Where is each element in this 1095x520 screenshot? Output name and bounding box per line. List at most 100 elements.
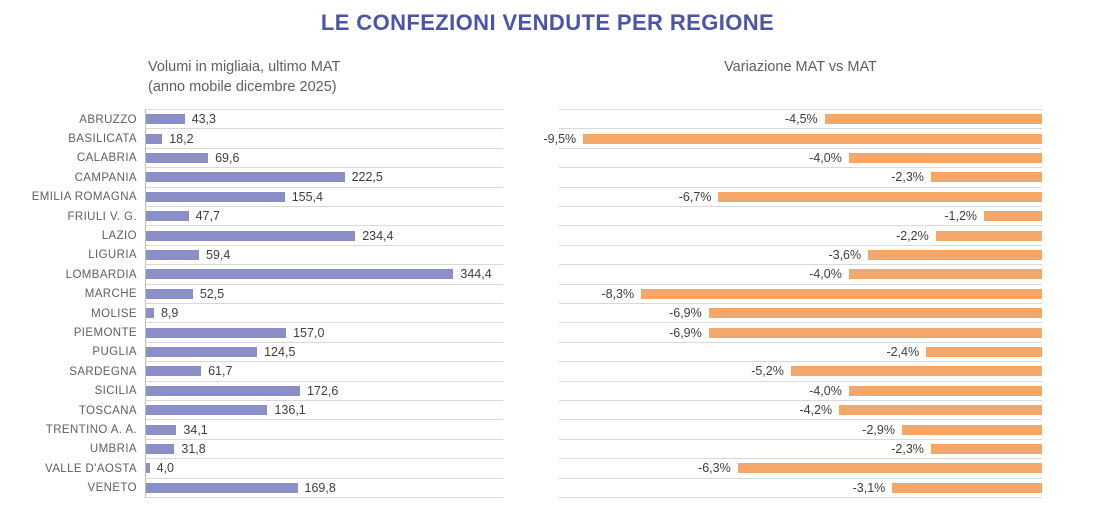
variation-bar-row: -1,2% — [559, 207, 1042, 227]
variation-bar — [824, 114, 1042, 125]
variation-bar — [839, 405, 1042, 416]
region-axis-labels: ABRUZZO BASILICATA CALABRIA CAMPANIA EMILIA … — [0, 109, 145, 498]
variation-bar — [984, 211, 1042, 222]
volume-bar-row: 136,1 — [146, 401, 503, 421]
volume-value-label: 157,0 — [293, 325, 325, 340]
volume-bar-row: 34,1 — [146, 420, 503, 440]
variation-bar-row: -6,9% — [559, 304, 1042, 324]
volume-bar-row: 31,8 — [146, 440, 503, 460]
volume-bar — [146, 346, 258, 357]
variation-bar-row: -2,4% — [559, 343, 1042, 363]
volume-value-label: 234,4 — [362, 228, 394, 243]
volume-bar-row: 43,3 — [146, 110, 503, 130]
variation-value-label: -5,2% — [751, 364, 784, 379]
variation-value-label: -6,7% — [678, 189, 712, 204]
variation-bar-row: -4,0% — [559, 265, 1042, 285]
volume-bar — [146, 191, 285, 202]
variation-value-label: -4,2% — [799, 403, 833, 418]
variation-bar-row: -9,5% — [544, 129, 1042, 149]
region-label: FRIULI V. G. — [67, 210, 137, 223]
variation-bar-row: -5,2% — [559, 362, 1042, 382]
variation-bar-row: -3,1% — [559, 479, 1042, 498]
variation-bar-row: -6,3% — [559, 459, 1042, 479]
volume-bar-row: 8,9 — [146, 304, 503, 324]
volume-value-label: 69,6 — [215, 150, 240, 165]
region-label: BASILICATA — [68, 133, 137, 146]
variation-bar — [708, 327, 1042, 338]
variation-value-label: -4,0% — [809, 267, 842, 282]
region-label: TOSCANA — [78, 404, 137, 417]
variation-value-label: -2,9% — [862, 422, 895, 437]
variation-value-label: -3,1% — [852, 480, 886, 495]
region-label: LAZIO — [101, 230, 137, 243]
volume-bar-row: 61,7 — [146, 362, 503, 382]
volume-bar-row: 59,4 — [146, 246, 503, 266]
volume-bar-row: 344,4 — [146, 265, 503, 285]
variation-bar-row: -4,5% — [559, 110, 1042, 130]
region-label: LOMBARDIA — [65, 268, 137, 281]
volume-bar-row: 124,5 — [146, 343, 503, 363]
volume-value-label: 155,4 — [291, 189, 323, 204]
region-label: VENETO — [87, 482, 137, 495]
volume-value-label: 8,9 — [160, 306, 179, 321]
volume-bar — [146, 133, 163, 144]
variation-bar — [641, 288, 1042, 299]
variation-value-label: -4,0% — [809, 383, 842, 398]
variation-bar-row: -6,7% — [559, 188, 1042, 207]
variation-bar — [790, 366, 1042, 377]
variation-bar — [848, 269, 1042, 280]
region-label: VALLE D'AOSTA — [45, 462, 137, 475]
volume-chart-subtitle-line2: (anno mobile dicembre 2025) — [148, 79, 337, 95]
variation-value-label: -2,3% — [891, 170, 924, 185]
variation-bar — [848, 152, 1042, 163]
variation-bar-row: -2,3% — [559, 440, 1042, 460]
volume-chart-subtitle-line1: Volumi in migliaia, ultimo MAT — [148, 59, 341, 75]
region-label: PIEMONTE — [73, 327, 137, 340]
region-label: UMBRIA — [89, 443, 137, 456]
volume-value-label: 31,8 — [181, 441, 206, 456]
volume-value-label: 222,5 — [351, 170, 383, 185]
volume-value-label: 136,1 — [274, 403, 306, 418]
volume-value-label: 124,5 — [264, 344, 296, 359]
region-label: CALABRIA — [76, 152, 137, 165]
variation-bar — [901, 424, 1042, 435]
volume-value-label: 344,4 — [460, 267, 492, 282]
volume-bar-row: 18,2 — [146, 129, 503, 149]
variation-bar-row: -6,9% — [559, 323, 1042, 343]
variation-value-label: -6,3% — [698, 461, 731, 476]
variation-bar — [868, 249, 1042, 260]
volume-bar — [146, 424, 177, 435]
region-label: MARCHE — [84, 288, 137, 301]
volume-value-label: 52,5 — [199, 286, 225, 301]
region-label: SARDEGNA — [69, 365, 137, 378]
volume-value-label: 172,6 — [307, 383, 339, 398]
volume-bar — [146, 288, 193, 299]
variation-bar — [737, 463, 1042, 474]
variation-bar — [926, 346, 1042, 357]
variation-bar-row: -2,3% — [559, 168, 1042, 188]
volume-bar-row: 4,0 — [146, 459, 503, 479]
volume-bar-row: 69,6 — [146, 149, 503, 169]
variation-bar — [892, 482, 1042, 493]
volume-value-label: 169,8 — [304, 480, 336, 495]
variation-bar-row: -2,9% — [559, 420, 1042, 440]
volume-bar — [146, 463, 150, 474]
volume-bar-row: 222,5 — [146, 168, 503, 188]
variation-bar — [930, 172, 1042, 183]
variation-bar-row: -2,2% — [559, 226, 1042, 246]
variation-value-label: -6,9% — [669, 306, 702, 321]
volume-bar — [146, 443, 175, 454]
volume-bar-row: 52,5 — [146, 285, 503, 304]
variation-value-label: -8,3% — [601, 286, 635, 301]
variation-chart-subtitle: Variazione MAT vs MAT — [724, 59, 877, 75]
volume-bar — [146, 308, 154, 319]
volume-value-label: 43,3 — [191, 112, 216, 127]
page-title: LE CONFEZIONI VENDUTE PER REGIONE — [320, 10, 775, 35]
volume-bar-row: 47,7 — [146, 207, 503, 227]
variation-value-label: -6,9% — [669, 325, 702, 340]
variation-value-label: -4,5% — [785, 112, 818, 127]
variation-bar — [935, 230, 1042, 241]
variation-bar-row: -8,3% — [559, 285, 1042, 304]
variation-value-label: -2,3% — [891, 441, 924, 456]
volume-bar-row: 157,0 — [146, 323, 503, 343]
